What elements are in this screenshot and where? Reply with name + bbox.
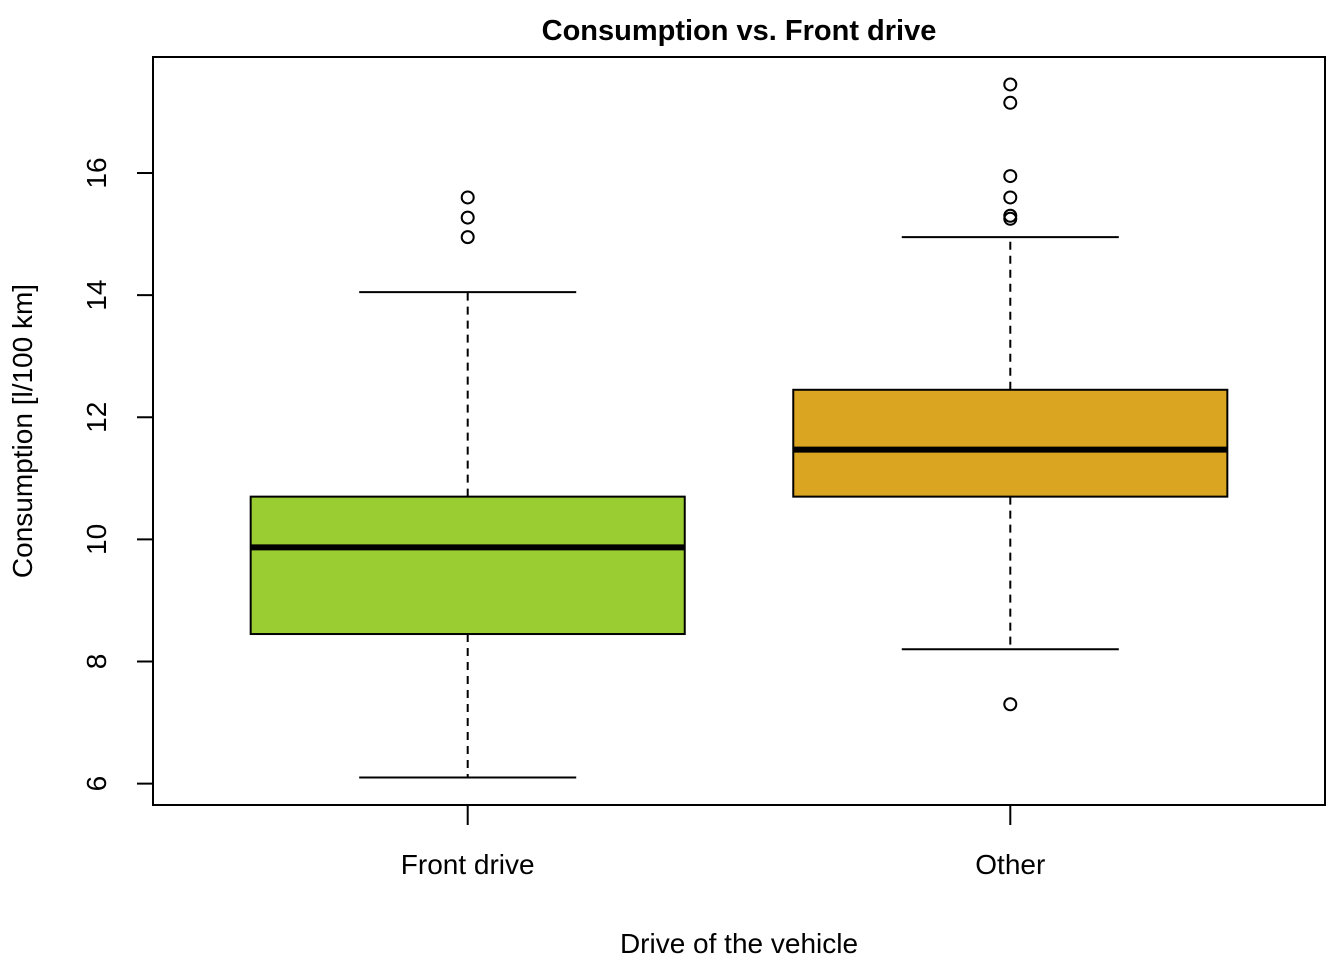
x-tick-label: Other: [975, 849, 1045, 880]
iqr-box: [249, 495, 686, 636]
y-tick-label: 16: [81, 157, 112, 188]
x-tick-label: Front drive: [401, 849, 535, 880]
outlier-point: [460, 210, 475, 225]
outlier-point: [1003, 190, 1018, 205]
y-tick-label: 14: [81, 280, 112, 311]
y-tick-label: 12: [81, 402, 112, 433]
boxes-group: [249, 77, 1229, 779]
outlier-point: [460, 190, 475, 205]
outlier-point: [460, 230, 475, 245]
x-axis-label: Drive of the vehicle: [620, 928, 858, 959]
outlier-point: [1003, 697, 1018, 712]
outlier-point: [1003, 95, 1018, 110]
y-tick-label: 10: [81, 524, 112, 555]
y-axis: 6 8 10 12 14 16: [81, 157, 154, 792]
y-tick-label: 6: [81, 776, 112, 792]
chart-title: Consumption vs. Front drive: [542, 15, 937, 47]
iqr-box: [792, 388, 1229, 498]
outlier-point: [1003, 169, 1018, 184]
y-tick-label: 8: [81, 654, 112, 670]
outlier-point: [1003, 208, 1018, 223]
box-front-drive: [249, 190, 686, 779]
box-other: [792, 77, 1229, 712]
outlier-point: [1003, 77, 1018, 92]
x-axis: Front drive Other: [401, 805, 1045, 880]
y-axis-label: Consumption [l/100 km]: [7, 284, 38, 578]
